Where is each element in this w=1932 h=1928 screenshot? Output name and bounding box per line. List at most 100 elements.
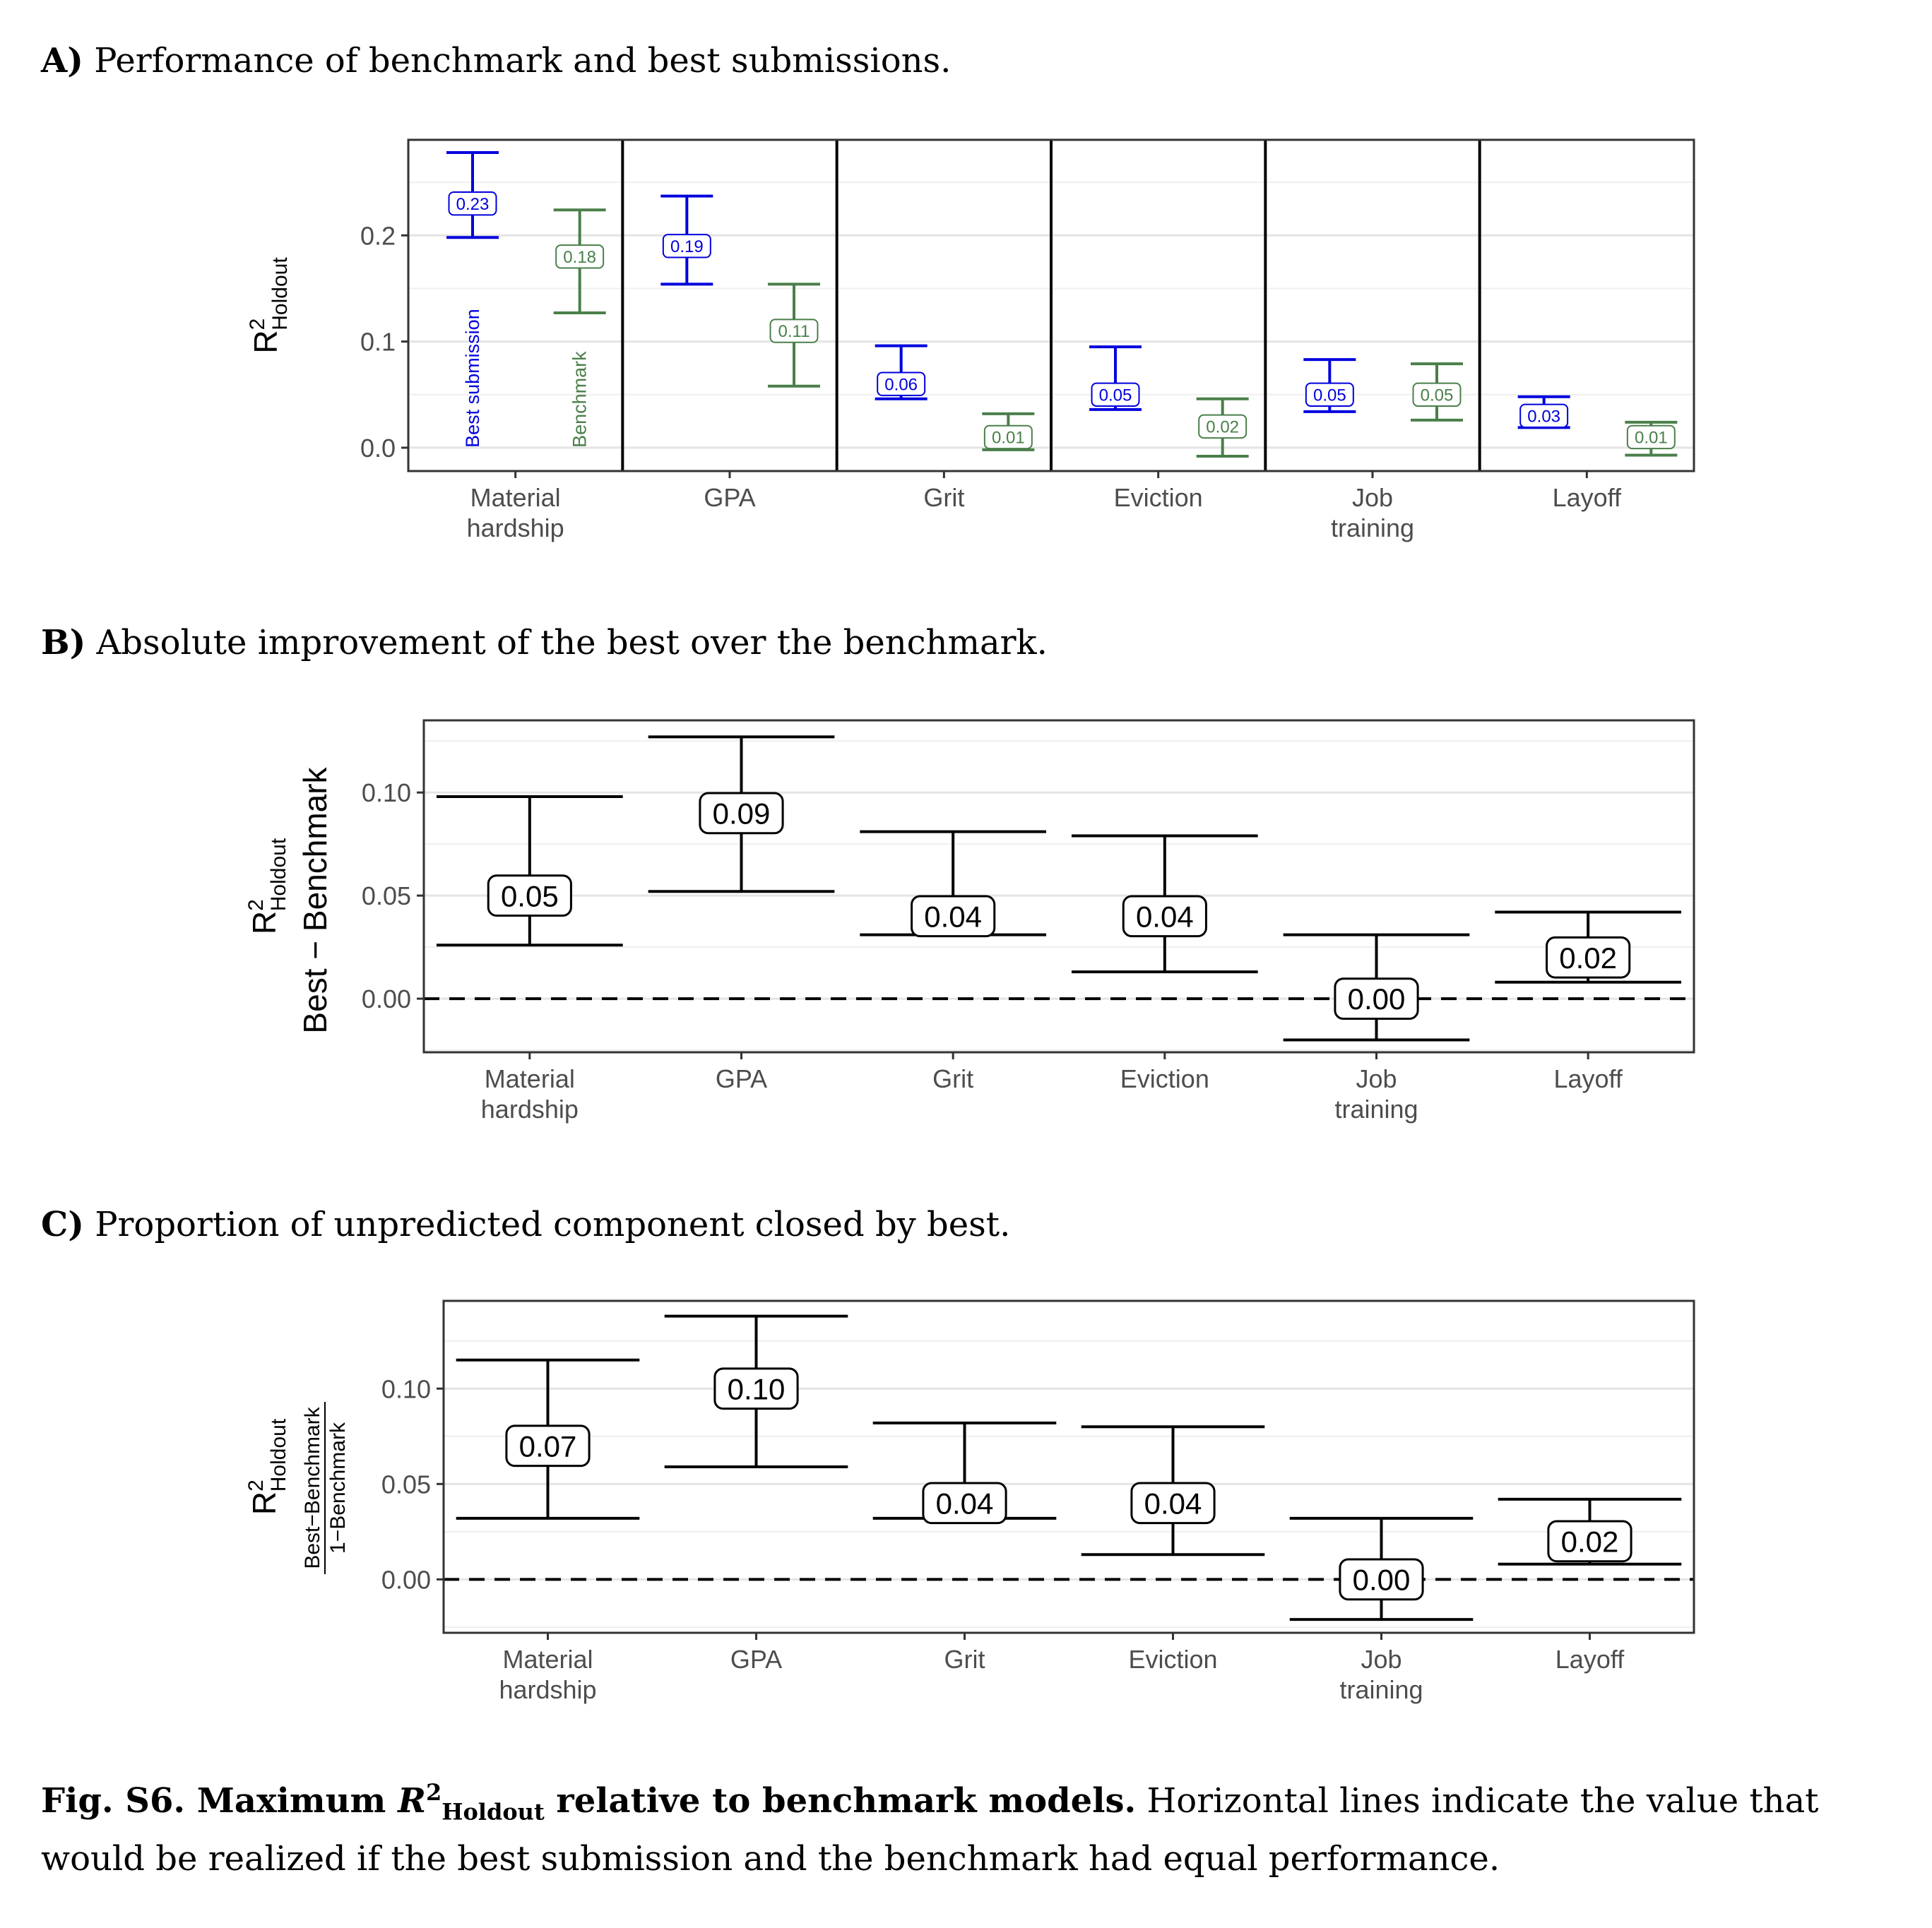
x-category-label: Material <box>502 1645 593 1674</box>
panel-a-title-text: Performance of benchmark and best submis… <box>94 41 952 81</box>
caption-lead-end: relative to benchmark models. <box>544 1781 1137 1821</box>
panel-b-letter: B) <box>41 623 86 662</box>
y-tick-label: 0.2 <box>360 221 396 250</box>
data-label-box <box>1091 382 1140 407</box>
data-label: 0.09 <box>713 797 771 830</box>
x-category-label: GPA <box>716 1064 767 1093</box>
y-tick-label: 0.0 <box>360 434 396 463</box>
series-name-label: Best submission <box>462 309 483 448</box>
data-label-box <box>448 191 497 216</box>
x-category-label: GPA <box>730 1645 782 1674</box>
caption-text: Horizontal lines indicate the value that… <box>41 1781 1819 1879</box>
y-tick-label: 0.10 <box>381 1374 431 1403</box>
panel-b-title: B) Absolute improvement of the best over… <box>41 623 1048 662</box>
x-category-label: Grit <box>923 483 964 512</box>
y-axis-title-text: R2Holdout <box>244 838 290 934</box>
data-label-box <box>662 234 711 258</box>
data-label: 0.05 <box>501 879 559 912</box>
data-label-box <box>699 792 784 835</box>
y-axis-title: R2Holdout <box>244 1418 290 1515</box>
y-axis-title-r: R <box>247 330 284 353</box>
y-axis-title-sub: Holdout <box>267 838 290 911</box>
series-name-label: Benchmark <box>569 351 591 448</box>
x-category-label: Material <box>470 483 561 512</box>
chart-panel-c: 0.00 0.05 0.10 0.07 0.10 0.04 0.04 0.00 0.02 Mate… <box>244 1299 1695 1704</box>
x-category-label: Grit <box>932 1064 973 1093</box>
data-label: 0.19 <box>670 237 704 256</box>
data-label: 0.04 <box>936 1487 994 1520</box>
panel-a-title: A) Performance of benchmark and best sub… <box>41 41 951 81</box>
x-category-label: Eviction <box>1114 483 1203 512</box>
data-label: 0.07 <box>519 1429 577 1463</box>
x-category-label: training <box>1339 1675 1423 1704</box>
x-category-label: training <box>1334 1095 1418 1124</box>
figure-caption: Fig. S6. Maximum R2Holdout relative to b… <box>41 1769 1906 1882</box>
data-label: 0.04 <box>1136 900 1194 933</box>
data-label-box <box>1122 895 1207 938</box>
y-tick-label: 0.10 <box>362 778 411 807</box>
x-category-label: Material <box>485 1064 575 1093</box>
y-axis-title-sup: 2 <box>246 319 269 331</box>
data-label-box <box>877 371 926 396</box>
data-label-box <box>769 319 819 343</box>
data-label-box <box>1305 382 1354 407</box>
y-axis-title-fraction-numerator: Best−Benchmark <box>301 1406 324 1569</box>
y-axis-title-subscript-line: Best − Benchmark <box>297 766 333 1033</box>
data-label: 0.00 <box>1353 1563 1411 1596</box>
data-label: 0.05 <box>1421 386 1454 405</box>
data-label: 0.02 <box>1561 1525 1619 1558</box>
x-category-label: Layoff <box>1555 1645 1625 1674</box>
panel-border <box>407 138 1695 472</box>
y-axis-title-fraction-denominator: 1−Benchmark <box>326 1422 350 1554</box>
data-label-box <box>1130 1482 1216 1525</box>
panel-b-title-text: Absolute improvement of the best over th… <box>96 623 1048 662</box>
data-label: 0.03 <box>1527 407 1560 426</box>
panel-a-letter: A) <box>41 41 83 81</box>
data-label-box <box>713 1367 799 1410</box>
data-label-box <box>1198 414 1247 439</box>
caption-r-sup: 2 <box>425 1779 442 1806</box>
x-category-label: Eviction <box>1128 1645 1217 1674</box>
data-label-box <box>1547 1520 1632 1563</box>
x-category-label: hardship <box>467 513 564 542</box>
x-category-label: Layoff <box>1553 483 1622 512</box>
data-label: 0.06 <box>884 375 918 394</box>
data-label: 0.23 <box>456 195 490 214</box>
data-label-box <box>505 1424 591 1468</box>
panel-border <box>422 719 1695 1054</box>
y-axis-title: R2Holdout <box>246 257 292 354</box>
data-label: 0.00 <box>1348 982 1406 1016</box>
x-category-label: Job <box>1352 483 1393 512</box>
data-label-box <box>1334 977 1419 1020</box>
y-tick-label: 0.05 <box>362 881 411 910</box>
x-category-label: Job <box>1361 1645 1401 1674</box>
x-category-label: hardship <box>499 1675 596 1704</box>
chart-panel-b: 0.00 0.05 0.10 0.05 0.09 0.04 0.04 0.00 0.02 Mate… <box>244 719 1695 1124</box>
y-axis-title-sup: 2 <box>244 899 268 911</box>
data-label-box <box>1626 424 1676 450</box>
x-category-label: Grit <box>944 1645 985 1674</box>
data-label-box <box>1519 403 1569 429</box>
y-axis-title-sup: 2 <box>244 1480 268 1492</box>
data-label: 0.05 <box>1099 386 1132 405</box>
data-label-box <box>1412 382 1462 407</box>
y-axis-title-text: R2Holdout <box>244 1418 290 1515</box>
y-axis-title-sub: Holdout <box>267 1418 290 1492</box>
data-label-box <box>555 244 605 269</box>
panel-c-title-text: Proportion of unpredicted component clos… <box>95 1205 1011 1244</box>
panel-c-title: C) Proportion of unpredicted component c… <box>41 1205 1010 1244</box>
x-category-label: GPA <box>704 483 755 512</box>
caption-lead: Fig. S6. Maximum <box>41 1781 398 1821</box>
caption-r-sub: Holdout <box>441 1798 545 1826</box>
data-label-box <box>1339 1558 1424 1601</box>
x-category-label: Layoff <box>1553 1064 1623 1093</box>
data-label: 0.01 <box>1635 429 1668 448</box>
y-axis-title-text: R2Holdout <box>246 257 292 354</box>
data-label-box <box>911 895 996 938</box>
y-tick-label: 0.1 <box>360 328 396 357</box>
y-axis-title-r: R <box>246 1492 283 1515</box>
data-label-box <box>983 424 1033 450</box>
data-label: 0.02 <box>1559 941 1617 975</box>
data-label: 0.02 <box>1206 418 1239 437</box>
data-label-box <box>487 874 572 917</box>
